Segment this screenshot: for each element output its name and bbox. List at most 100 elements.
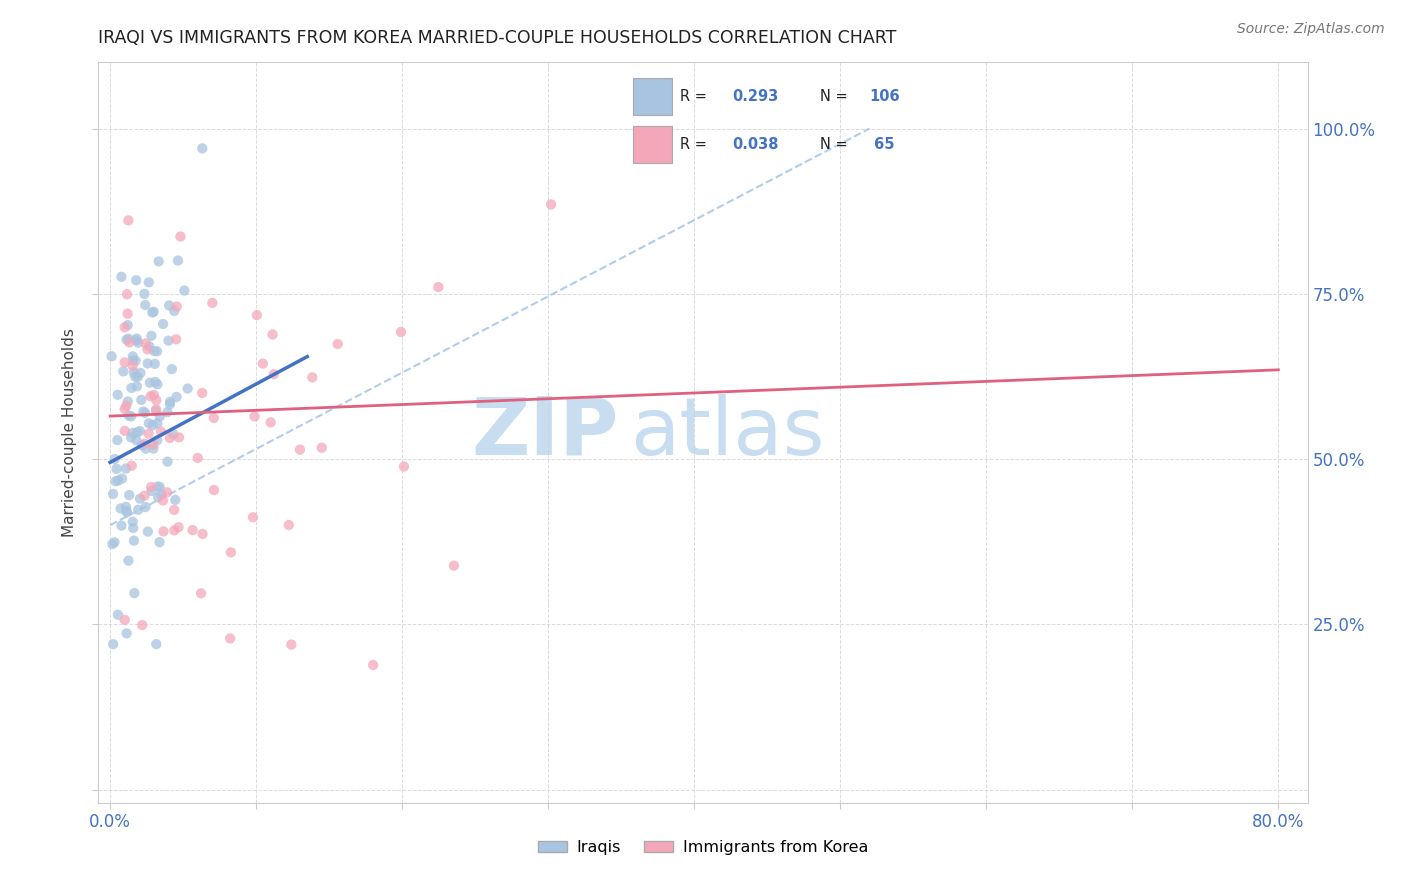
Point <box>131 618 153 632</box>
Point <box>107 607 129 622</box>
Point <box>136 524 159 539</box>
Point <box>149 409 172 424</box>
Point <box>219 545 242 559</box>
Point <box>115 399 138 413</box>
Point <box>134 286 156 301</box>
Point <box>125 332 148 346</box>
Point <box>167 430 190 444</box>
Point <box>326 337 349 351</box>
Point <box>131 438 153 452</box>
Point <box>242 510 264 524</box>
Point <box>114 355 136 369</box>
Point <box>129 366 152 380</box>
Point <box>136 357 159 371</box>
Point <box>136 343 159 357</box>
Point <box>115 500 138 514</box>
Point <box>132 404 155 418</box>
Point <box>122 353 145 368</box>
Point <box>121 515 143 529</box>
Point <box>115 287 138 301</box>
Point <box>110 269 132 284</box>
Text: IRAQI VS IMMIGRANTS FROM KOREA MARRIED-COUPLE HOUSEHOLDS CORRELATION CHART: IRAQI VS IMMIGRANTS FROM KOREA MARRIED-C… <box>98 29 897 47</box>
Point <box>146 479 169 493</box>
Point <box>166 300 188 314</box>
Point <box>277 518 299 533</box>
Point <box>146 344 169 359</box>
Point <box>141 328 163 343</box>
Point <box>146 434 169 448</box>
Point <box>160 362 183 376</box>
Point <box>152 317 174 331</box>
Point <box>125 434 148 448</box>
Text: Source: ZipAtlas.com: Source: ZipAtlas.com <box>1237 22 1385 37</box>
Point <box>159 394 181 409</box>
Point <box>142 437 165 451</box>
Point <box>114 424 136 438</box>
Point <box>127 502 149 516</box>
Point <box>117 318 139 332</box>
Point <box>139 480 162 494</box>
Point <box>150 487 173 501</box>
Point <box>181 523 204 537</box>
Point <box>124 586 146 600</box>
Point <box>139 389 162 403</box>
Point <box>115 461 138 475</box>
Point <box>118 335 141 350</box>
Point <box>443 558 465 573</box>
Point <box>202 411 225 425</box>
Point <box>165 492 187 507</box>
Legend: Iraqis, Immigrants from Korea: Iraqis, Immigrants from Korea <box>531 834 875 862</box>
Point <box>100 349 122 363</box>
Point <box>117 554 139 568</box>
Point <box>135 442 157 456</box>
Point <box>191 527 214 541</box>
Point <box>114 320 136 334</box>
Point <box>105 462 128 476</box>
Point <box>120 409 142 424</box>
Point <box>163 524 186 538</box>
Point <box>142 418 165 433</box>
Point <box>152 524 174 539</box>
Point <box>121 359 143 373</box>
Point <box>148 254 170 268</box>
Point <box>117 332 139 346</box>
Point <box>145 393 167 408</box>
Point <box>148 491 170 505</box>
Point <box>159 431 181 445</box>
Point <box>120 430 142 444</box>
Point <box>167 253 190 268</box>
Point <box>202 483 225 497</box>
Point <box>105 433 128 447</box>
Point <box>280 638 302 652</box>
Point <box>134 500 156 514</box>
Point <box>134 489 156 503</box>
Point <box>301 370 323 384</box>
Point <box>134 298 156 312</box>
Point <box>156 485 179 500</box>
Point <box>107 388 129 402</box>
Point <box>169 229 191 244</box>
Point <box>143 375 166 389</box>
Point <box>104 452 127 467</box>
Point <box>166 390 188 404</box>
Point <box>162 427 184 442</box>
Point <box>167 520 190 534</box>
Point <box>145 404 167 418</box>
Point <box>135 336 157 351</box>
Point <box>122 521 145 535</box>
Point <box>120 381 142 395</box>
Point <box>201 296 224 310</box>
Point <box>145 402 167 417</box>
Point <box>131 392 153 407</box>
Point <box>159 397 181 411</box>
Point <box>115 504 138 518</box>
Point <box>110 501 132 516</box>
Point <box>163 503 186 517</box>
Point <box>219 632 242 646</box>
Point <box>190 586 212 600</box>
Point <box>187 450 209 465</box>
Point <box>191 141 214 155</box>
Point <box>145 637 167 651</box>
Point <box>124 369 146 384</box>
Point <box>141 305 163 319</box>
